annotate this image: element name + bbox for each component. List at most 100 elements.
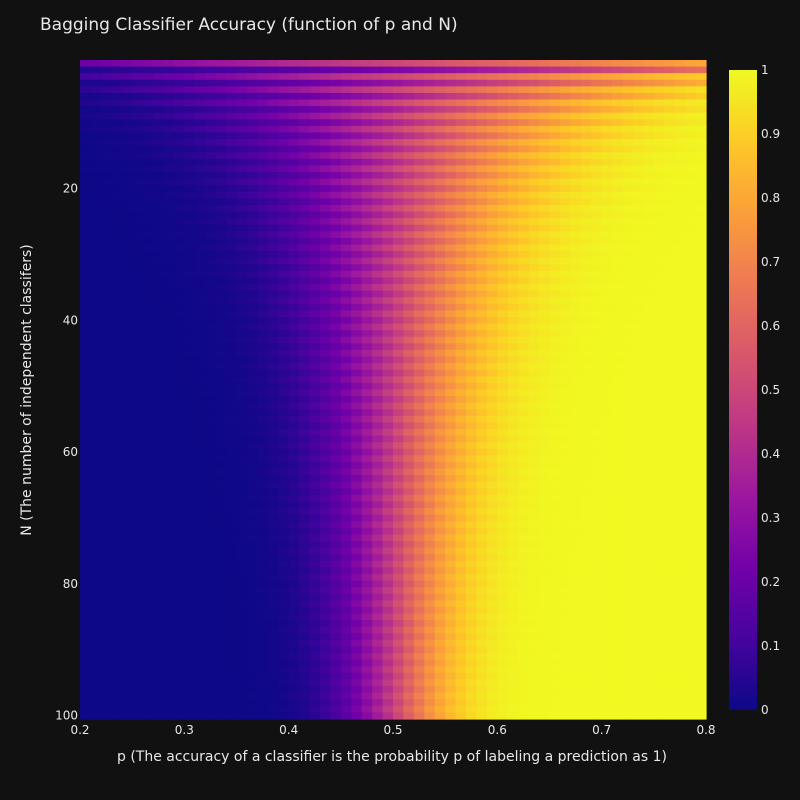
heatmap-cell [528, 494, 540, 503]
heatmap-cell [539, 547, 551, 555]
heatmap-cell [393, 369, 405, 377]
heatmap-cell [163, 79, 175, 87]
heatmap-cell [382, 409, 394, 417]
heatmap-cell [267, 455, 279, 463]
heatmap-cell [309, 198, 321, 206]
heatmap-cell [163, 224, 175, 232]
heatmap-cell [591, 290, 603, 298]
heatmap-cell [643, 231, 655, 239]
heatmap-cell [612, 369, 624, 377]
heatmap-cell [257, 336, 269, 344]
heatmap-cell [100, 198, 112, 206]
heatmap-cell [372, 158, 384, 167]
heatmap-cell [205, 402, 217, 410]
heatmap-cell [257, 73, 269, 81]
heatmap-cell [518, 73, 530, 81]
heatmap-cell [330, 323, 342, 331]
heatmap-cell [528, 554, 540, 562]
heatmap-cell [100, 343, 112, 351]
heatmap-cell [173, 303, 185, 312]
heatmap-cell [445, 79, 457, 87]
heatmap-cell [111, 185, 123, 193]
heatmap-cell [466, 290, 478, 298]
heatmap-cell [445, 574, 457, 582]
heatmap-cell [601, 317, 613, 325]
heatmap-cell [132, 125, 144, 134]
heatmap-cell [226, 60, 238, 68]
heatmap-cell [497, 244, 509, 252]
heatmap-cell [570, 270, 582, 279]
heatmap-cell [90, 488, 102, 496]
heatmap-cell [486, 396, 498, 404]
heatmap-cell [184, 297, 196, 305]
heatmap-cell [330, 270, 342, 279]
heatmap-cell [643, 593, 655, 601]
heatmap-cell [288, 211, 300, 219]
heatmap-cell [382, 442, 394, 450]
heatmap-cell [685, 330, 697, 338]
heatmap-cell [163, 204, 175, 213]
heatmap-cell [330, 60, 342, 68]
heatmap-cell [351, 264, 363, 272]
heatmap-cell [622, 442, 634, 450]
heatmap-cell [518, 514, 530, 522]
heatmap-cell [549, 435, 561, 443]
heatmap-cell [445, 86, 457, 94]
heatmap-cell [476, 310, 488, 318]
heatmap-cell [539, 277, 551, 285]
heatmap-cell [486, 567, 498, 575]
heatmap-cell [549, 303, 561, 312]
heatmap-cell [361, 527, 373, 536]
heatmap-cell [319, 310, 331, 318]
heatmap-cell [361, 211, 373, 219]
heatmap-cell [132, 165, 144, 173]
heatmap-cell [643, 461, 655, 470]
heatmap-cell [424, 587, 436, 595]
heatmap-cell [142, 541, 154, 549]
heatmap-cell [330, 264, 342, 272]
heatmap-cell [413, 79, 425, 87]
heatmap-cell [382, 435, 394, 443]
heatmap-cell [685, 494, 697, 503]
heatmap-cell [236, 330, 248, 338]
heatmap-cell [528, 468, 540, 476]
heatmap-cell [288, 356, 300, 364]
heatmap-cell [497, 461, 509, 470]
heatmap-cell [246, 481, 258, 489]
heatmap-cell [299, 580, 311, 588]
heatmap-cell [591, 211, 603, 219]
heatmap-cell [132, 547, 144, 555]
heatmap-cell [173, 356, 185, 364]
heatmap-cell [330, 145, 342, 153]
heatmap-cell [539, 593, 551, 601]
heatmap-cell [518, 119, 530, 127]
heatmap-cell [518, 191, 530, 199]
heatmap-cell [340, 481, 352, 489]
heatmap-cell [288, 343, 300, 351]
heatmap-cell [601, 435, 613, 443]
heatmap-cell [246, 369, 258, 377]
heatmap-cell [100, 152, 112, 160]
heatmap-cell [643, 99, 655, 107]
heatmap-cell [664, 587, 676, 595]
heatmap-cell [80, 237, 92, 246]
heatmap-cell [643, 475, 655, 483]
heatmap-cell [100, 290, 112, 298]
heatmap-cell [528, 323, 540, 331]
heatmap-cell [163, 257, 175, 265]
heatmap-cell [121, 191, 133, 199]
heatmap-cell [236, 468, 248, 476]
heatmap-cell [612, 145, 624, 153]
heatmap-cell [685, 455, 697, 463]
heatmap-cell [382, 382, 394, 391]
heatmap-cell [184, 237, 196, 246]
heatmap-cell [570, 541, 582, 549]
heatmap-cell [601, 560, 613, 569]
heatmap-cell [100, 165, 112, 173]
heatmap-cell [507, 494, 519, 503]
heatmap-cell [528, 376, 540, 384]
heatmap-cell [403, 415, 415, 424]
heatmap-cell [215, 349, 227, 358]
heatmap-cell [246, 317, 258, 325]
heatmap-cell [194, 363, 206, 371]
